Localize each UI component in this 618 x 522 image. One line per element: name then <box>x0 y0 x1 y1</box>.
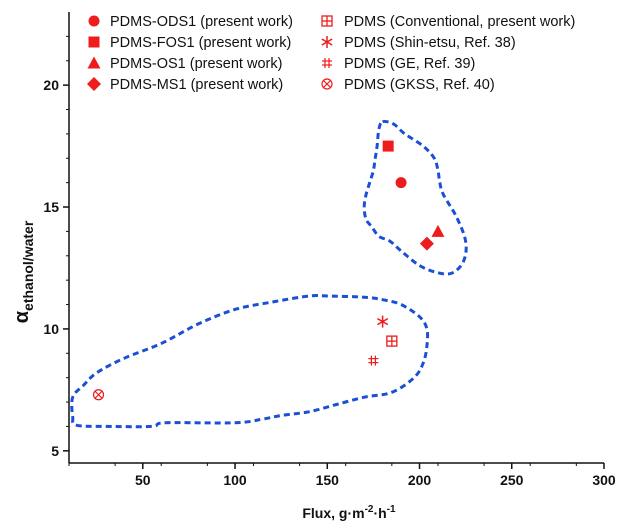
data-point-boxplus <box>386 335 398 347</box>
legend-marker-diamond <box>87 77 101 91</box>
data-point-asterisk <box>377 315 389 328</box>
data-point-square <box>382 140 394 152</box>
x-tick-label: 250 <box>500 472 524 488</box>
legend-marker-hash <box>322 58 332 68</box>
x-tick-label: 200 <box>408 472 432 488</box>
x-tick-label: 100 <box>223 472 247 488</box>
y-tick-label: 10 <box>43 321 59 337</box>
legend-marker-square <box>88 36 100 48</box>
legend-marker-triangle <box>87 56 101 69</box>
legend-label: PDMS (GKSS, Ref. 40) <box>344 77 495 93</box>
axes: 50 100 150 200 250 300 5 10 15 20 <box>43 12 616 488</box>
region-outline-lower <box>70 294 430 429</box>
region-outlines <box>70 119 468 429</box>
legend-label: PDMS (Shin-etsu, Ref. 38) <box>344 35 516 51</box>
y-tick-label: 15 <box>43 199 59 215</box>
legend-label: PDMS (Conventional, present work) <box>344 14 575 30</box>
legend-label: PDMS-ODS1 (present work) <box>110 14 293 30</box>
y-axis-label-main: α <box>11 310 33 323</box>
legend-marker-asterisk <box>321 36 333 48</box>
data-point-circlex <box>92 389 105 401</box>
legend-label: PDMS-FOS1 (present work) <box>110 35 291 51</box>
legend-marker-circle <box>88 15 100 27</box>
data-points <box>92 140 445 401</box>
legend-marker-circlex <box>321 78 333 90</box>
data-point-circle <box>395 177 407 189</box>
x-tick-label: 300 <box>592 472 616 488</box>
x-axis-ticks: 50 100 150 200 250 300 <box>68 463 616 488</box>
x-axis-label: Flux, g·m-2·h-1 <box>302 504 396 521</box>
legend-label: PDMS (GE, Ref. 39) <box>344 56 475 72</box>
x-tick-label: 150 <box>316 472 340 488</box>
y-axis-label-subscript: ethanol/water <box>20 220 36 311</box>
legend-label: PDMS-OS1 (present work) <box>110 56 282 72</box>
data-point-diamond <box>419 236 434 251</box>
data-point-hash <box>368 355 379 366</box>
x-tick-label: 50 <box>135 472 151 488</box>
data-point-triangle <box>431 224 445 237</box>
y-tick-label: 20 <box>43 77 59 93</box>
region-outline-upper <box>362 119 468 276</box>
legend-label: PDMS-MS1 (present work) <box>110 77 283 93</box>
y-axis-ticks: 5 10 15 20 <box>43 35 69 459</box>
legend-marker-boxplus <box>321 15 333 27</box>
legend: PDMS-ODS1 (present work) PDMS-FOS1 (prese… <box>87 14 575 93</box>
y-axis-label: αethanol/water <box>11 220 36 323</box>
y-tick-label: 5 <box>51 443 59 459</box>
